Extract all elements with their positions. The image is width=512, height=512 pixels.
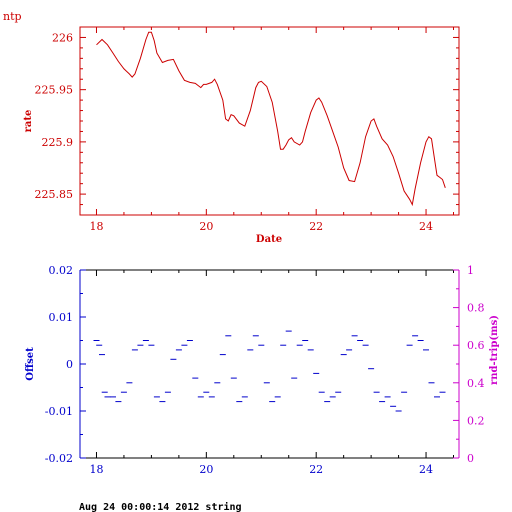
rate-x-axis-label: Date xyxy=(256,234,282,245)
offset-chart: 18 20 22 24 -0.02 -0.01 0 0.01 0.02 0 0.2 0.4 0.6 0.8… xyxy=(25,264,500,476)
rate-chart: 18 20 22 24 225.85 225.9 225.95 226 Date rate xyxy=(23,26,460,245)
rtt-y-tick-label: 1 xyxy=(467,264,474,277)
rtt-y-tick-label: 0.4 xyxy=(467,377,485,390)
rtt-y-tick-label: 0.6 xyxy=(467,339,485,352)
rtt-y-axis-label: rnd-trip(ms) xyxy=(489,315,500,385)
rate-x-tick-label: 24 xyxy=(419,220,433,233)
rate-series-line xyxy=(96,31,446,207)
offset-series-points xyxy=(93,330,446,412)
rate-y-axis-label: rate xyxy=(23,110,34,133)
offset-y-tick-label: -0.01 xyxy=(45,405,73,418)
offset-y-tick-label: 0 xyxy=(66,358,73,371)
offset-x-tick-label: 18 xyxy=(89,463,103,476)
offset-x-tick-label: 20 xyxy=(199,463,213,476)
corner-title: ntp xyxy=(3,10,22,23)
rate-y-tick-label: 225.95 xyxy=(35,84,74,97)
rate-plot-frame xyxy=(79,26,460,216)
rate-x-tick-label: 20 xyxy=(199,220,213,233)
offset-y-axis-label: Offset xyxy=(25,347,36,381)
rtt-y-tick-label: 0.8 xyxy=(467,302,485,315)
rate-x-tick-label: 18 xyxy=(89,220,103,233)
offset-y-tick-label: -0.02 xyxy=(45,452,73,465)
offset-y-tick-label: 0.01 xyxy=(49,311,74,324)
rate-x-tick-label: 22 xyxy=(309,220,323,233)
rate-y-tick-label: 226 xyxy=(52,31,73,44)
offset-x-tick-label: 22 xyxy=(309,463,323,476)
footer-timestamp: Aug 24 00:00:14 2012 string xyxy=(79,501,242,512)
rtt-y-tick-label: 0 xyxy=(467,452,474,465)
rtt-y-tick-label: 0.2 xyxy=(467,414,485,427)
rate-y-tick-label: 225.85 xyxy=(35,188,74,201)
offset-axis-ticks: 18 20 22 24 -0.02 -0.01 0 0.01 0.02 0 0.2 0.4 0.6 0.8… xyxy=(45,264,485,476)
rate-axis-ticks: 18 20 22 24 225.85 225.9 225.95 226 xyxy=(35,27,459,233)
offset-x-tick-label: 24 xyxy=(419,463,433,476)
offset-y-tick-label: 0.02 xyxy=(49,264,74,277)
rate-y-tick-label: 225.9 xyxy=(42,136,74,149)
